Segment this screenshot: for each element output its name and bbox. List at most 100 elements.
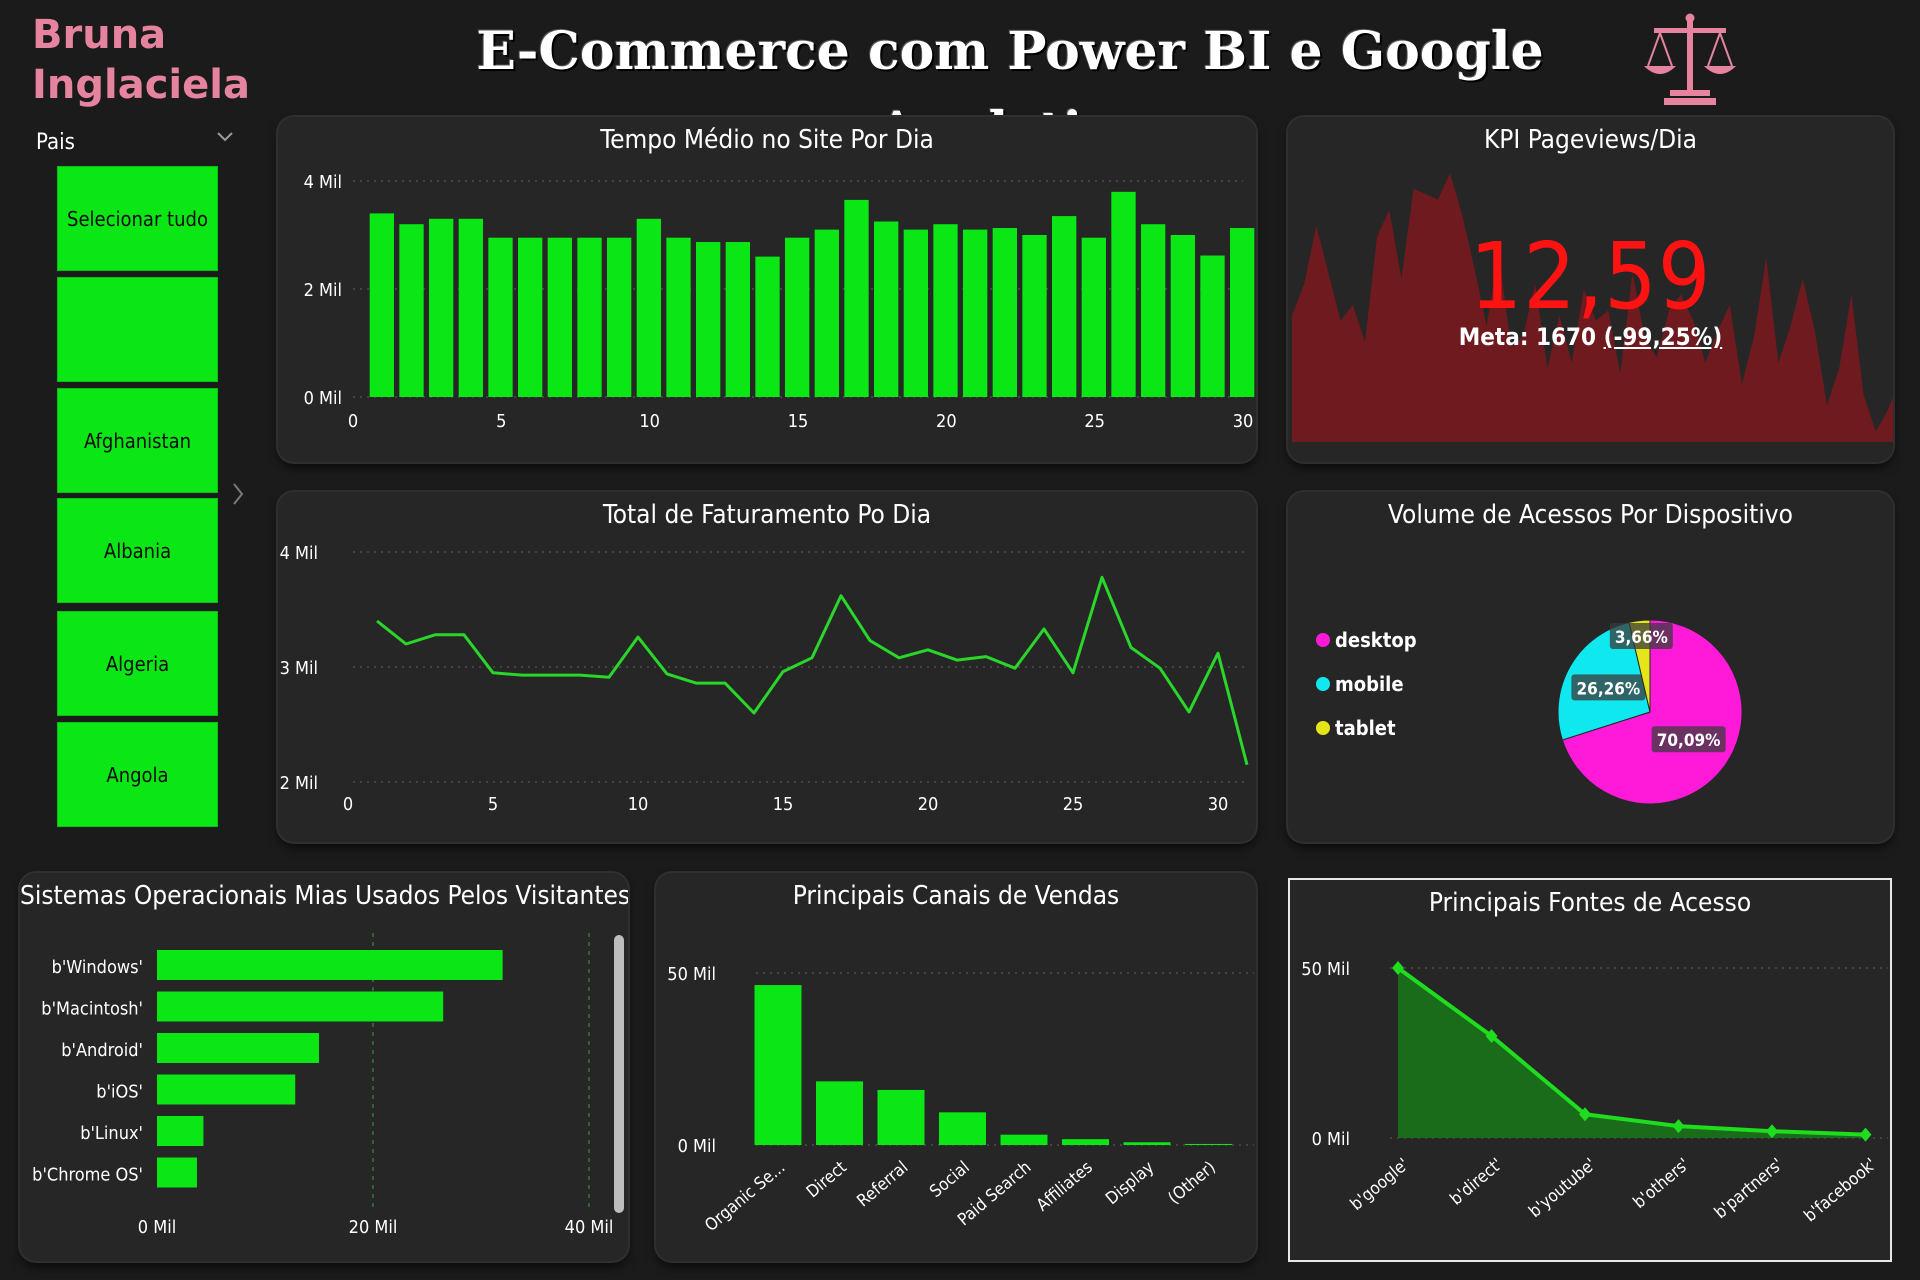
x-tick-label: 30 bbox=[1208, 794, 1229, 815]
category-label: b'partners' bbox=[1711, 1155, 1787, 1224]
slicer-item[interactable]: Angola bbox=[57, 722, 218, 827]
x-tick-label: 0 bbox=[343, 794, 353, 815]
panel-title-kpi: KPI Pageviews/Dia bbox=[1483, 125, 1698, 155]
bar bbox=[1141, 224, 1166, 397]
category-label: b'youtube' bbox=[1525, 1155, 1600, 1222]
bar bbox=[939, 1112, 986, 1145]
y-tick-label: 50 Mil bbox=[1301, 959, 1350, 980]
data-point bbox=[1485, 1029, 1498, 1043]
y-tick-label: 0 Mil bbox=[1312, 1129, 1350, 1150]
category-label: Affiliates bbox=[1033, 1157, 1097, 1215]
bar bbox=[636, 218, 661, 397]
scrollbar-thumb bbox=[614, 935, 624, 1213]
bar bbox=[754, 985, 802, 1145]
x-tick-label: 10 bbox=[639, 411, 660, 432]
category-label: b'Android' bbox=[61, 1040, 143, 1061]
kpi-goal-delta: (-99,25%) bbox=[1603, 323, 1723, 351]
x-tick-label: 20 bbox=[918, 794, 939, 815]
chart-canais: 0 Mil 50 Mil Organic Se... Direct Referral So… bbox=[667, 964, 1254, 1236]
x-tick-label: 20 Mil bbox=[349, 1217, 398, 1238]
chart-sistemas: 0 Mil 20 Mil 40 Mil b'Windows' b'Macintosh' b… bbox=[32, 933, 624, 1238]
x-tick-label: 25 bbox=[1063, 794, 1084, 815]
kpi-goal-text: Meta: 1670 bbox=[1458, 323, 1597, 351]
chart-faturamento: 2 Mil 3 Mil 4 Mil 0 5 10 15 20 25 30 bbox=[280, 543, 1249, 815]
bar bbox=[725, 242, 750, 397]
bar bbox=[1022, 235, 1047, 397]
bar bbox=[877, 1089, 925, 1145]
bar bbox=[903, 229, 928, 397]
bar bbox=[547, 237, 572, 397]
x-tick-label: 30 bbox=[1233, 411, 1254, 432]
category-label: b'Chrome OS' bbox=[32, 1165, 143, 1186]
panel-dispositivo: Volume de Acessos Por Dispositivo deskto… bbox=[1288, 492, 1893, 842]
y-tick-label: 0 Mil bbox=[678, 1136, 716, 1157]
bar bbox=[933, 224, 958, 397]
bar bbox=[1081, 237, 1106, 397]
y-tick-label: 50 Mil bbox=[667, 964, 716, 985]
x-tick-label: 40 Mil bbox=[565, 1217, 614, 1238]
panel-sistemas: Sistemas Operacionais Mias Usados Pelos … bbox=[20, 873, 628, 1261]
bar bbox=[1062, 1139, 1109, 1145]
category-label: Social bbox=[926, 1158, 974, 1202]
panel-fontes[interactable]: Principais Fontes de Acesso 0 Mil 50 Mil b… bbox=[1288, 878, 1892, 1262]
bar bbox=[785, 237, 810, 397]
category-label: b'Linux' bbox=[80, 1123, 143, 1144]
series-line bbox=[376, 575, 1249, 766]
slicer-item[interactable]: Afghanistan bbox=[57, 388, 218, 493]
y-tick-label: 3 Mil bbox=[280, 658, 318, 679]
series-area bbox=[1398, 968, 1866, 1138]
category-label: Direct bbox=[803, 1158, 851, 1203]
chart-fontes: 0 Mil 50 Mil b'google' b'direct' b'youtube' b… bbox=[1301, 959, 1888, 1227]
bar bbox=[992, 227, 1017, 397]
x-tick-label: 25 bbox=[1084, 411, 1105, 432]
y-tick-label: 4 Mil bbox=[280, 543, 318, 564]
bar bbox=[157, 1074, 296, 1105]
panel-title-dispositivo: Volume de Acessos Por Dispositivo bbox=[1388, 500, 1793, 530]
slicer-item[interactable]: Algeria bbox=[57, 611, 218, 716]
bar bbox=[429, 218, 454, 397]
bar bbox=[755, 256, 780, 397]
y-tick-label: 4 Mil bbox=[304, 172, 342, 193]
bar bbox=[1111, 191, 1136, 397]
bar bbox=[1200, 255, 1225, 397]
data-point bbox=[1672, 1119, 1685, 1134]
panel-tempo-medio: Tempo Médio no Site Por Dia 0 Mil 2 Mil 4 … bbox=[278, 117, 1256, 462]
panel-title-sistemas: Sistemas Operacionais Mias Usados Pelos … bbox=[20, 881, 628, 911]
panel-title-fontes: Principais Fontes de Acesso bbox=[1428, 888, 1752, 918]
panel-kpi-pageviews: KPI Pageviews/Dia 12,59 Meta: 1670 (-99,… bbox=[1288, 117, 1893, 462]
x-tick-label: 20 bbox=[936, 411, 957, 432]
bar bbox=[488, 237, 513, 397]
category-label: b'iOS' bbox=[96, 1082, 143, 1103]
pie-label-bg bbox=[1609, 623, 1673, 650]
legend-label: mobile bbox=[1335, 672, 1404, 696]
data-point bbox=[1766, 1124, 1778, 1139]
chevron-down-icon[interactable] bbox=[214, 126, 236, 148]
data-point bbox=[1392, 961, 1404, 975]
bar bbox=[369, 213, 394, 397]
panel-faturamento: Total de Faturamento Po Dia 2 Mil 3 Mil 4 … bbox=[278, 492, 1256, 842]
category-label: Display bbox=[1102, 1158, 1158, 1210]
bar bbox=[1123, 1142, 1171, 1145]
slicer-item[interactable] bbox=[57, 277, 218, 382]
bar bbox=[814, 229, 839, 397]
bar bbox=[816, 1081, 863, 1145]
bar bbox=[963, 229, 988, 397]
series-line bbox=[1396, 966, 1866, 1137]
category-label: (Other) bbox=[1164, 1158, 1219, 1209]
brand-name-line2: Inglaciela bbox=[32, 62, 250, 108]
pie-slice bbox=[1561, 619, 1743, 805]
pie-label-bg bbox=[1571, 674, 1646, 701]
kpi-value: 12,59 bbox=[1469, 223, 1712, 330]
chevron-right-icon[interactable] bbox=[228, 480, 248, 508]
pie-label-bg bbox=[1651, 726, 1726, 753]
category-label: b'facebook' bbox=[1800, 1155, 1880, 1227]
bar bbox=[696, 242, 721, 397]
bar bbox=[607, 237, 632, 397]
bar bbox=[1052, 216, 1077, 397]
category-label: b'direct' bbox=[1447, 1155, 1507, 1210]
slicer-item[interactable]: Albania bbox=[57, 498, 218, 603]
slicer-item[interactable]: Selecionar tudo bbox=[57, 166, 218, 271]
bar bbox=[157, 1116, 204, 1146]
bar bbox=[1230, 227, 1255, 397]
x-tick-label: 5 bbox=[496, 411, 506, 432]
